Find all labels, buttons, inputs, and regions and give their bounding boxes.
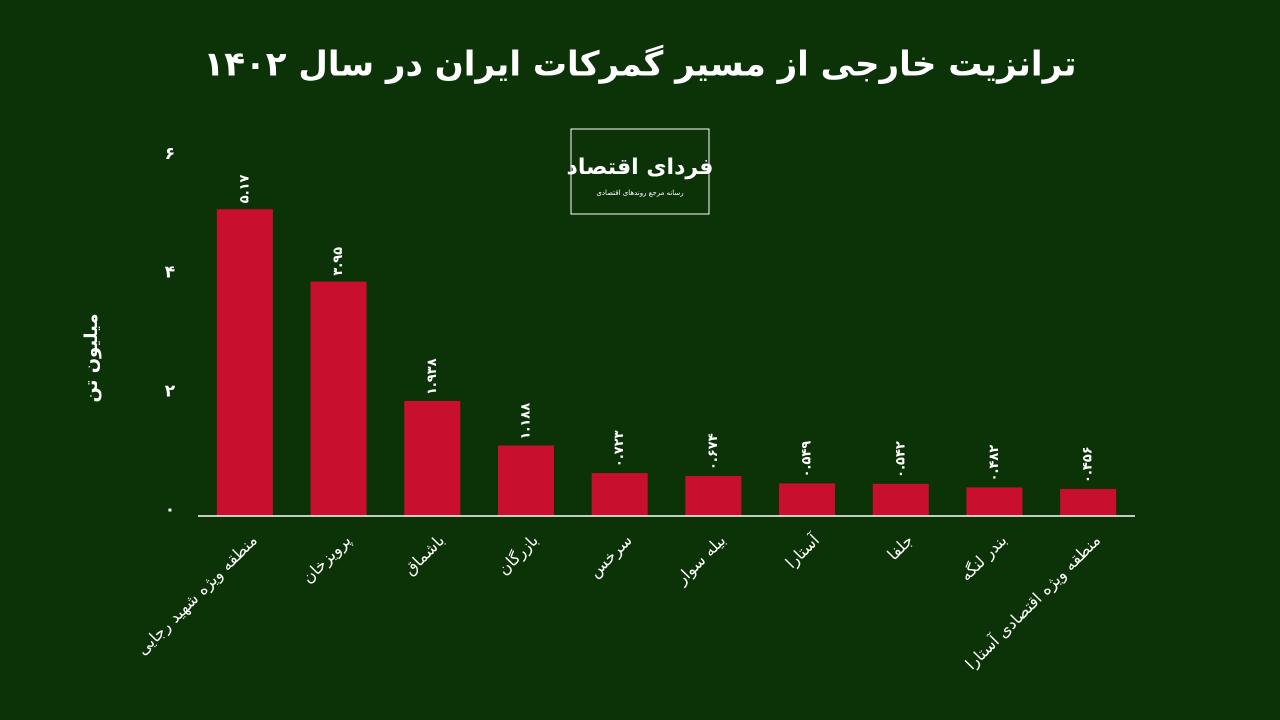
y-tick-label: ۰: [165, 500, 175, 520]
bar: [216, 209, 273, 516]
value-label: ۱.۱۸۸: [518, 403, 533, 440]
bar: [497, 445, 554, 516]
logo-title: فردای اقتصاد: [567, 155, 714, 180]
chart-title: ترانزیت خارجی از مسیر گمرکات ایران در سا…: [203, 45, 1076, 85]
value-label: ۰.۴۵۶: [1081, 446, 1096, 483]
y-axis-label: میلیون تن: [81, 313, 102, 402]
bar: [779, 483, 836, 516]
logo-frame: [570, 128, 710, 215]
y-tick-label: ۴: [165, 263, 175, 283]
bar: [591, 473, 648, 516]
y-tick-label: ۶: [165, 144, 175, 164]
bar: [685, 476, 742, 516]
y-tick-label: ۲: [165, 381, 176, 401]
value-label: ۱.۹۳۸: [425, 358, 440, 395]
value-label: ۰.۶۷۴: [706, 433, 721, 470]
bar: [310, 281, 367, 516]
value-label: ۳.۹۵: [331, 247, 346, 276]
value-label: ۰.۵۴۲: [893, 441, 908, 478]
logo: فردای اقتصاد رسانه مرجع روندهای اقتصادی: [567, 128, 714, 215]
value-label: ۰.۵۴۹: [800, 441, 815, 478]
bar: [1060, 488, 1117, 516]
bar: [404, 401, 461, 516]
logo-subtitle: رسانه مرجع روندهای اقتصادی: [596, 189, 683, 197]
value-label: ۰.۷۲۳: [612, 430, 627, 467]
bar: [966, 487, 1023, 516]
bar: [872, 483, 929, 516]
value-label: ۰.۴۸۲: [987, 445, 1002, 482]
value-label: ۵.۱۷: [237, 174, 252, 203]
